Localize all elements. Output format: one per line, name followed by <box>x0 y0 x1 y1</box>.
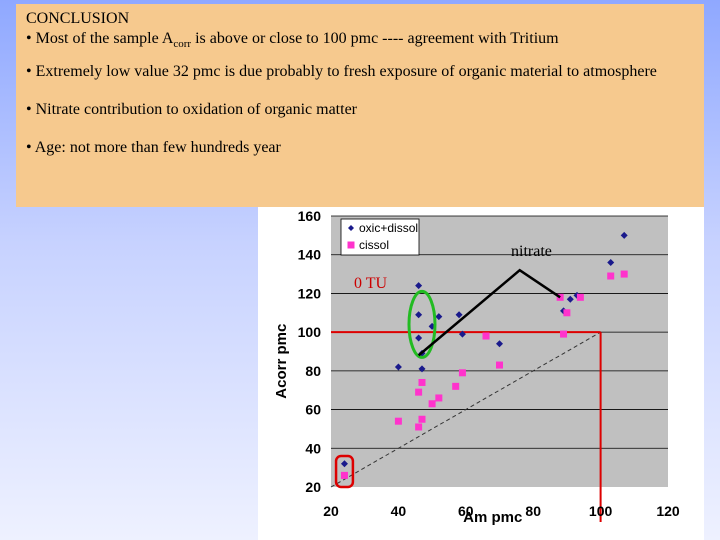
y-tick-label: 80 <box>305 363 321 379</box>
point-oxic-dissol <box>394 363 402 371</box>
point-cissol <box>482 332 490 340</box>
legend-box <box>340 218 420 256</box>
conclusion-heading: CONCLUSION <box>26 10 130 27</box>
bullet-4: • Age: not more than few hundreds year <box>26 139 281 156</box>
x-tick-label: 40 <box>391 503 407 519</box>
point-cissol <box>458 369 466 377</box>
bullet-1-subscript: corr <box>173 38 192 51</box>
point-cissol <box>560 330 568 338</box>
nitrate-label: nitrate <box>511 243 552 260</box>
point-oxic-dissol <box>418 365 426 373</box>
y-tick-label: 160 <box>298 208 322 224</box>
point-oxic-dissol <box>496 340 503 348</box>
zero-tu-label: 0 TU <box>354 275 387 292</box>
y-tick-label: 60 <box>305 402 321 418</box>
nitrate-pointer <box>417 268 561 357</box>
green-ellipse <box>407 289 437 359</box>
legend: oxic+dissol cissol <box>340 218 420 256</box>
chart-panel: 20 40 60 80 100 120 140 160 20 40 60 80 100 120 oxic+… <box>258 207 704 540</box>
bullet-3: • Nitrate contribution to oxidation of o… <box>26 101 357 118</box>
dashed-line <box>330 331 601 488</box>
x-axis-label: Am pmc <box>463 509 522 526</box>
legend-swatch-oxic <box>348 225 354 231</box>
legend-swatch-cissol <box>347 241 355 249</box>
y-tick-label: 100 <box>298 324 322 340</box>
point-oxic-dissol <box>620 231 628 239</box>
y-tick-label: 20 <box>305 479 321 495</box>
point-cissol <box>394 417 402 425</box>
point-cissol <box>415 423 423 431</box>
y-tick-label: 40 <box>305 440 321 456</box>
point-cissol <box>418 415 426 423</box>
point-cissol <box>556 293 564 301</box>
point-cissol <box>563 309 571 317</box>
tick-labels: 20 40 60 80 100 120 140 160 20 40 60 80 100 120 <box>298 208 680 519</box>
point-cissol <box>428 400 436 408</box>
point-oxic-dissol <box>566 295 574 303</box>
point-oxic-dissol <box>458 330 466 338</box>
y-tick-label: 140 <box>298 247 322 263</box>
bullet-1-post: is above or close to 100 pmc ---- agreem… <box>191 30 559 47</box>
plot-area <box>331 216 668 487</box>
data-points <box>340 231 628 479</box>
scatter-chart: 20 40 60 80 100 120 140 160 20 40 60 80 100 120 oxic+… <box>273 208 680 526</box>
point-cissol <box>415 388 423 396</box>
point-cissol <box>452 382 460 390</box>
x-tick-label: 100 <box>589 503 613 519</box>
point-oxic-dissol <box>415 334 423 342</box>
point-oxic-dissol <box>340 460 348 468</box>
point-oxic-dissol <box>435 313 443 321</box>
x-tick-label: 120 <box>656 503 680 519</box>
legend-label: cissol <box>359 238 389 252</box>
point-oxic-dissol <box>607 258 615 266</box>
x-tick-label: 20 <box>323 503 339 519</box>
red-box-low-value <box>334 454 355 489</box>
y-tick-label: 120 <box>298 285 322 301</box>
bullet-1-pre: • Most of the sample A <box>26 30 174 47</box>
annotations: nitrate 0 TU <box>334 243 561 489</box>
x-tick-label: 60 <box>458 503 474 519</box>
bullet-2: • Extremely low value 32 pmc is due prob… <box>26 63 657 80</box>
point-cissol <box>418 378 426 386</box>
y-axis-label: Acorr pmc <box>273 324 290 399</box>
point-oxic-dissol <box>415 311 423 319</box>
point-oxic-dissol <box>415 282 423 290</box>
point-cissol <box>607 272 615 280</box>
point-cissol <box>340 471 348 479</box>
legend-label: oxic+dissol <box>359 221 418 235</box>
point-cissol <box>576 293 584 301</box>
point-cissol <box>620 270 628 278</box>
x-tick-label: 80 <box>525 503 541 519</box>
point-cissol <box>496 361 503 369</box>
reference-lines <box>330 331 602 522</box>
bullet-1: • Most of the sample Acorr is above or c… <box>26 29 704 51</box>
point-oxic-dissol <box>455 311 463 319</box>
conclusion-box: CONCLUSION • Most of the sample Acorr is… <box>16 4 704 207</box>
point-cissol <box>435 394 443 402</box>
